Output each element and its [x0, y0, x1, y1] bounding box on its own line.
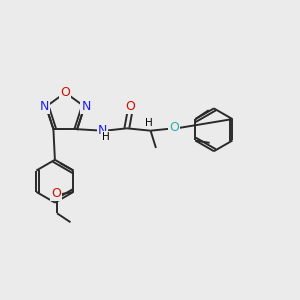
Text: O: O [51, 188, 61, 200]
Text: N: N [98, 124, 107, 137]
Text: O: O [60, 86, 70, 99]
Text: O: O [169, 121, 179, 134]
Text: N: N [40, 100, 49, 112]
Text: H: H [145, 118, 153, 128]
Text: N: N [81, 100, 91, 112]
Text: H: H [102, 132, 110, 142]
Text: O: O [125, 100, 135, 112]
